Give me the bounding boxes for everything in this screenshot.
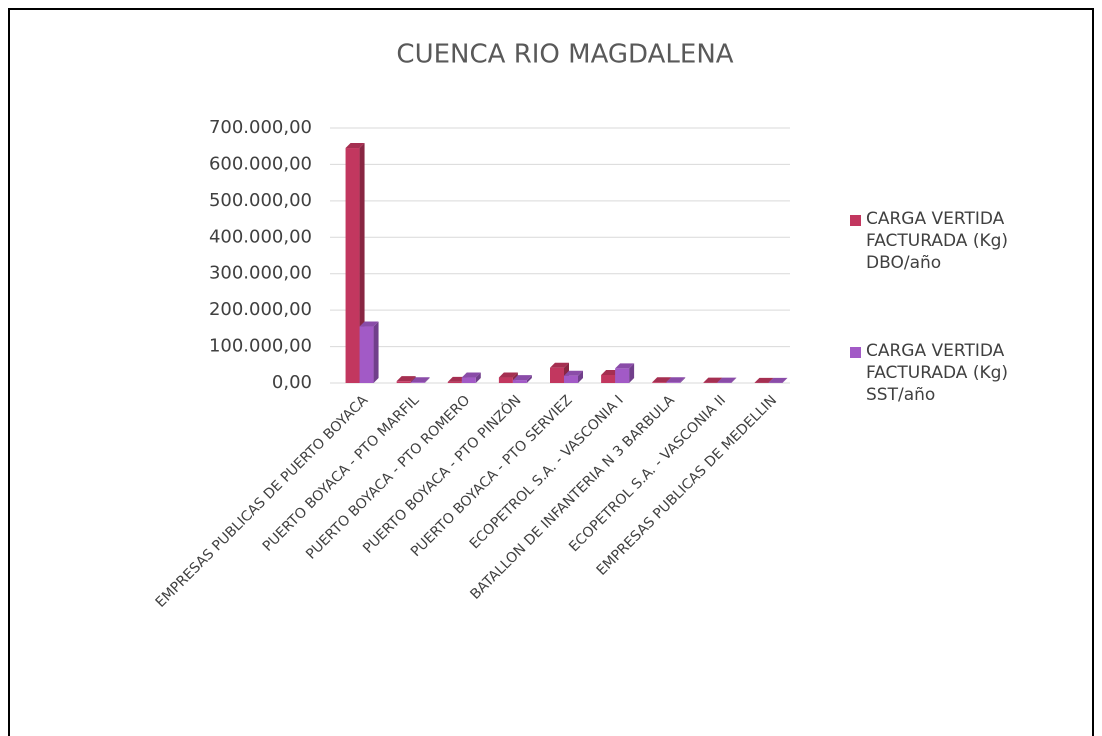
legend-swatch: [850, 215, 861, 226]
bar-top: [666, 377, 686, 383]
bar-top: [359, 321, 379, 327]
bar-top: [754, 377, 774, 383]
bar: [396, 381, 411, 383]
y-tick-label: 400.000,00: [209, 226, 312, 247]
bar: [564, 375, 578, 383]
bar-top: [410, 377, 430, 383]
bar-top: [717, 377, 737, 383]
legend-item: CARGA VERTIDA FACTURADA (Kg) SST/año: [866, 341, 1009, 405]
bar: [461, 377, 476, 383]
bar-top: [461, 372, 481, 378]
bar: [652, 382, 667, 383]
bar: [666, 382, 681, 383]
bar-top: [512, 375, 532, 381]
y-tick-label: 700.000,00: [209, 117, 312, 138]
bar: [447, 381, 462, 383]
y-tick-label: 0,00: [272, 372, 312, 393]
bar-top: [564, 370, 583, 376]
bar-top: [345, 143, 365, 149]
bar-side: [373, 321, 379, 383]
legend-label: CARGA VERTIDA FACTURADA (Kg) SST/año: [866, 341, 1009, 405]
bar-top: [768, 377, 788, 383]
bar-side: [629, 363, 635, 383]
bar: [615, 368, 630, 383]
bar-side: [475, 372, 481, 383]
legend-swatch: [850, 347, 861, 358]
bar-side: [578, 370, 583, 383]
legend-label: CARGA VERTIDA FACTURADA (Kg) DBO/año: [866, 209, 1009, 273]
bar: [359, 326, 374, 383]
bar-top: [615, 363, 635, 369]
bar: [498, 377, 513, 383]
bar-top: [703, 377, 723, 383]
bar: [512, 380, 527, 383]
y-tick-label: 100.000,00: [209, 336, 312, 357]
legend-item: CARGA VERTIDA FACTURADA (Kg) DBO/año: [866, 209, 1009, 273]
bar-top: [396, 376, 416, 382]
bar-side: [424, 377, 430, 383]
bar: [601, 374, 616, 383]
y-tick-label: 500.000,00: [209, 190, 312, 211]
bar-side: [782, 377, 788, 383]
bar-top: [550, 362, 569, 368]
y-tick-label: 300.000,00: [209, 263, 312, 284]
bar-side: [731, 377, 737, 383]
bar: [410, 382, 425, 383]
bar-side: [680, 377, 686, 383]
bar: [550, 367, 564, 383]
y-tick-label: 200.000,00: [209, 299, 312, 320]
bar: [345, 148, 360, 383]
bar-top: [498, 372, 518, 378]
bar-side: [526, 375, 532, 383]
bar-top: [652, 377, 672, 383]
chart-title: CUENCA RIO MAGDALENA: [396, 40, 733, 70]
y-tick-label: 600.000,00: [209, 153, 312, 174]
